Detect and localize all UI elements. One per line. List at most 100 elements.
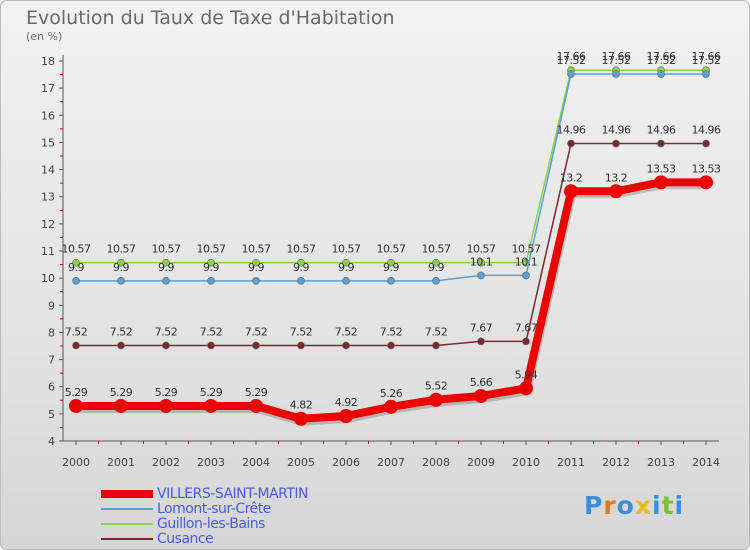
- data-point: [159, 398, 173, 413]
- y-tick-label: 7: [48, 354, 55, 367]
- data-point: [564, 184, 578, 199]
- data-label: 7.52: [335, 325, 358, 338]
- data-label: 10.57: [422, 243, 451, 256]
- data-label: 17.52: [557, 54, 586, 67]
- legend-item-villers: VILLERS-SAINT-MARTIN: [101, 486, 308, 502]
- data-point: [252, 258, 260, 267]
- data-label: 7.52: [65, 325, 88, 338]
- series-line: [76, 69, 706, 264]
- data-label: 9.9: [158, 261, 174, 274]
- data-point: [477, 337, 485, 346]
- y-tick-label: 4: [48, 435, 55, 448]
- data-point: [654, 175, 668, 190]
- data-point: [204, 398, 218, 413]
- data-label: 7.52: [155, 325, 178, 338]
- legend-swatch: [101, 522, 153, 525]
- data-label: 10.57: [377, 243, 406, 256]
- data-point: [207, 341, 215, 350]
- data-label: 10.57: [107, 243, 136, 256]
- data-label: 17.52: [602, 54, 631, 67]
- data-label: 14.96: [602, 124, 631, 137]
- data-point: [297, 341, 305, 350]
- x-tick-label: 2003: [197, 456, 225, 469]
- x-tick-label: 2000: [62, 456, 90, 469]
- data-point: [567, 139, 575, 148]
- data-label: 5.26: [380, 387, 403, 400]
- data-label: 10.1: [515, 255, 538, 268]
- data-label: 13.2: [605, 171, 628, 184]
- data-label: 7.52: [425, 325, 448, 338]
- data-label: 9.9: [428, 261, 444, 274]
- y-tick-label: 12: [41, 218, 55, 231]
- y-tick-label: 14: [41, 164, 55, 177]
- y-tick-label: 11: [41, 245, 55, 258]
- x-tick-label: 2014: [692, 456, 720, 469]
- data-point: [297, 277, 305, 285]
- proxiti-logo: Proxiti: [584, 491, 684, 520]
- legend-label: Guillon-les-Bains: [157, 515, 265, 532]
- data-point: [117, 258, 125, 267]
- x-tick-label: 2008: [422, 456, 450, 469]
- legend-swatch: [101, 507, 153, 510]
- data-label: 17.52: [647, 54, 676, 67]
- logo-letter: o: [616, 491, 635, 520]
- data-label: 14.96: [557, 124, 586, 137]
- data-point: [387, 277, 395, 285]
- legend: VILLERS-SAINT-MARTIN Lomont-sur-Crête Gu…: [101, 486, 308, 547]
- data-label: 9.9: [383, 261, 399, 274]
- data-label: 7.52: [290, 325, 313, 338]
- data-label: 17.66: [647, 50, 676, 63]
- data-label: 9.9: [113, 261, 129, 274]
- data-point: [207, 258, 215, 267]
- logo-letter: P: [584, 491, 604, 520]
- data-label: 17.52: [692, 54, 721, 67]
- y-tick-label: 5: [48, 408, 55, 421]
- y-tick-label: 8: [48, 326, 55, 339]
- data-point: [114, 398, 128, 413]
- data-label: 10.57: [62, 243, 91, 256]
- data-point: [162, 258, 170, 267]
- data-label: 10.57: [242, 243, 271, 256]
- data-point: [294, 411, 308, 426]
- data-point: [339, 409, 353, 424]
- data-point: [162, 277, 170, 285]
- data-label: 13.53: [647, 162, 676, 175]
- data-label: 9.9: [203, 261, 219, 274]
- x-tick-label: 2001: [107, 456, 135, 469]
- data-point: [699, 175, 713, 190]
- data-label: 10.57: [467, 243, 496, 256]
- data-point: [342, 341, 350, 350]
- data-point: [117, 341, 125, 350]
- data-point: [252, 341, 260, 350]
- y-tick-label: 18: [41, 55, 55, 68]
- data-label: 5.29: [110, 386, 133, 399]
- data-point: [477, 258, 485, 267]
- data-label: 13.53: [692, 162, 721, 175]
- data-point: [342, 258, 350, 267]
- data-point: [657, 139, 665, 148]
- logo-letter: r: [603, 491, 617, 520]
- x-tick-label: 2002: [152, 456, 180, 469]
- data-point: [117, 277, 125, 285]
- data-label: 10.57: [287, 243, 316, 256]
- legend-item-cusance: Cusance: [101, 531, 308, 547]
- data-point: [702, 70, 710, 78]
- data-point: [432, 341, 440, 350]
- legend-item-guillon: Guillon-les-Bains: [101, 515, 308, 532]
- data-label: 9.9: [293, 261, 309, 274]
- data-label: 17.66: [692, 50, 721, 63]
- data-label: 7.52: [200, 325, 223, 338]
- x-tick-label: 2007: [377, 456, 405, 469]
- y-tick-label: 17: [41, 82, 55, 95]
- data-label: 13.2: [560, 171, 583, 184]
- data-point: [207, 277, 215, 285]
- data-point: [297, 258, 305, 267]
- series-line: [76, 178, 706, 423]
- data-point: [72, 258, 80, 267]
- data-label: 7.52: [245, 325, 268, 338]
- x-tick-label: 2004: [242, 456, 270, 469]
- data-label: 7.67: [515, 321, 538, 334]
- legend-item-lomont: Lomont-sur-Crête: [101, 501, 308, 517]
